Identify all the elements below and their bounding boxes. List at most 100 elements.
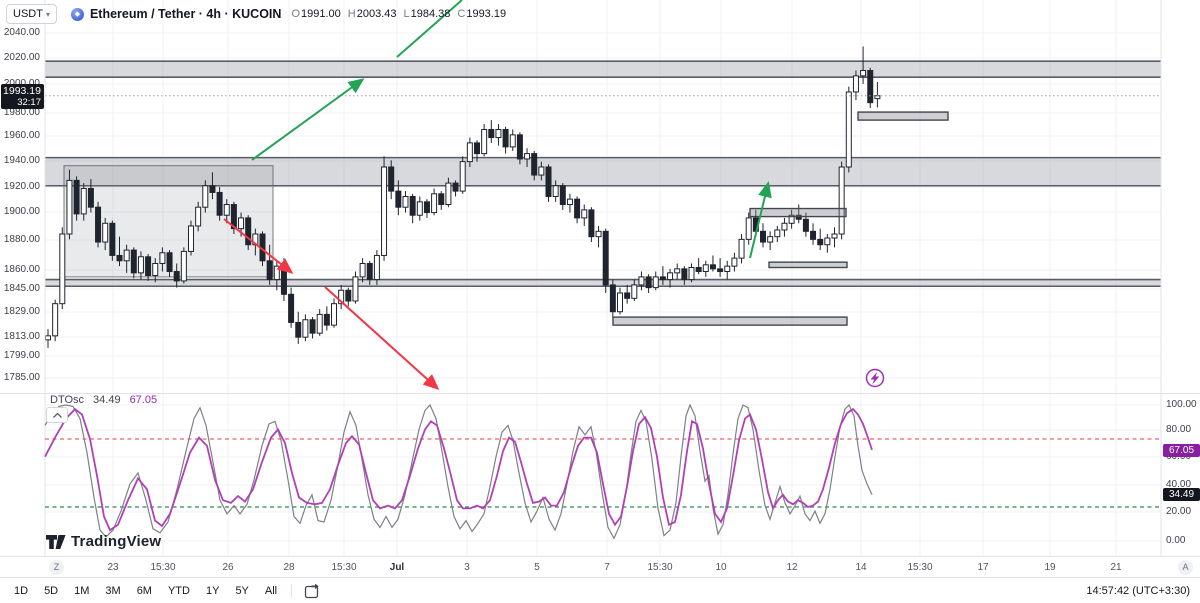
red-trend-arrow (223, 218, 294, 274)
candle-body (474, 142, 480, 155)
candle-body (774, 229, 781, 238)
range-button-3M[interactable]: 3M (105, 584, 121, 597)
candle-body (466, 142, 473, 163)
green-trend-arrow (251, 78, 365, 161)
candle-body (867, 70, 874, 104)
candle-body (695, 267, 702, 273)
oscillator-name[interactable]: DTOsc (50, 394, 85, 406)
candle-body (609, 284, 616, 313)
toolbar-divider (291, 584, 293, 598)
candle-body (652, 276, 659, 289)
time-axis-label: 19 (1044, 562, 1056, 573)
symbol-title[interactable]: Ethereum / Tether · 4h · KUCOIN (89, 7, 282, 21)
candle-body (309, 319, 316, 334)
last-price-badge: 1993.19 32:17 (1, 84, 44, 109)
price-axis-label: 2000.00 (0, 78, 40, 89)
level-rectangle (857, 111, 949, 121)
candle-body (66, 179, 73, 235)
candle-body (230, 204, 237, 230)
candle-body (152, 262, 159, 277)
range-button-YTD[interactable]: YTD (167, 584, 190, 597)
price-axis-label: 1940.00 (3, 155, 40, 166)
candle-body (445, 182, 452, 206)
candle-body (481, 128, 488, 155)
candle-body (188, 225, 194, 252)
time-axis-label: 15:30 (647, 562, 673, 573)
symbol-legend: USDT ▾ ◆ Ethereum / Tether · 4h · KUCOIN… (6, 4, 506, 24)
bottom-toolbar: 1D 5D 1M 3M 6M YTD 1Y 5Y All 14:57:42 (UTC+3:30) (0, 577, 1200, 603)
time-axis-label: 21 (1110, 562, 1122, 573)
candle-body (852, 75, 859, 93)
lightning-icon[interactable] (865, 368, 885, 388)
candle-body (288, 293, 295, 323)
candle-body (659, 276, 666, 281)
candle-body (459, 161, 466, 192)
candle-body (338, 289, 345, 305)
range-button-1D[interactable]: 1D (14, 584, 29, 597)
range-button-1Y[interactable]: 1Y (205, 584, 220, 597)
oscillator-axis-label: 0.00 (1166, 535, 1186, 546)
tradingview-logo[interactable]: TradingView (46, 533, 161, 550)
candle-body (381, 166, 388, 256)
candle-body (552, 185, 559, 197)
range-button-5Y[interactable]: 5Y (235, 584, 249, 597)
time-axis-label: 17 (977, 562, 989, 573)
collapse-pane-button[interactable] (46, 407, 68, 423)
price-axis-label: 1799.00 (3, 350, 40, 361)
time-axis[interactable]: Z A 23 15:30 26 28 15:30 Jul 3 5 7 15:30 10 12 14 15:… (0, 556, 1200, 578)
time-axis-label: 23 (107, 562, 119, 573)
candle-body (688, 267, 695, 281)
candle-body (574, 198, 581, 219)
candle-body (209, 185, 216, 193)
tradingview-mark-icon (46, 534, 66, 549)
time-axis-label: Jul (389, 562, 405, 573)
candle-body (352, 276, 359, 302)
candle-body (438, 193, 445, 206)
range-button-1M[interactable]: 1M (74, 584, 90, 597)
price-zone (45, 61, 1161, 78)
candle-body (195, 206, 202, 227)
quote-currency-label: USDT (13, 8, 43, 20)
candle-body (709, 264, 716, 270)
ohlc-item: L1984.38 (403, 8, 451, 20)
oscillator-purple-value: 67.05 (129, 394, 158, 406)
candle-body (145, 256, 152, 277)
candle-body (588, 209, 595, 238)
quote-currency-button[interactable]: USDT ▾ (6, 4, 57, 24)
clock-timezone[interactable]: 14:57:42 (UTC+3:30) (1086, 585, 1190, 597)
go-to-date-button[interactable] (304, 583, 321, 599)
time-axis-label: 3 (464, 562, 470, 573)
range-button-6M[interactable]: 6M (136, 584, 152, 597)
ethereum-icon: ◆ (70, 7, 84, 21)
date-range-buttons: 1D 5D 1M 3M 6M YTD 1Y 5Y All (6, 579, 285, 603)
candle-body (495, 128, 502, 139)
candle-body (45, 335, 51, 341)
oscillator-axis-label: 40.00 (1166, 479, 1192, 490)
candle-body (95, 206, 102, 243)
range-button-All[interactable]: All (264, 584, 278, 597)
candle-body (166, 252, 173, 273)
candle-body (760, 230, 766, 243)
timezone-marker-a: A (1178, 560, 1193, 575)
time-axis-label: 10 (715, 562, 727, 573)
candle-body (745, 217, 752, 240)
candle-body (373, 254, 380, 281)
candle-body (624, 292, 631, 299)
chevron-up-icon (52, 412, 62, 418)
range-button-5D[interactable]: 5D (44, 584, 59, 597)
green-trend-arrow (396, 0, 463, 58)
candle-body (581, 209, 588, 219)
candle-body (366, 262, 373, 281)
go-to-date-icon (304, 583, 319, 598)
oscillator-main-line (44, 407, 873, 532)
candle-body (566, 198, 573, 206)
candle-body (395, 190, 402, 208)
candle-body (216, 191, 223, 216)
time-axis-label: 14 (855, 562, 867, 573)
candle-body (173, 271, 180, 282)
candle-body (359, 262, 366, 278)
price-axis-label: 1829.00 (3, 306, 40, 317)
candle-body (180, 250, 187, 282)
